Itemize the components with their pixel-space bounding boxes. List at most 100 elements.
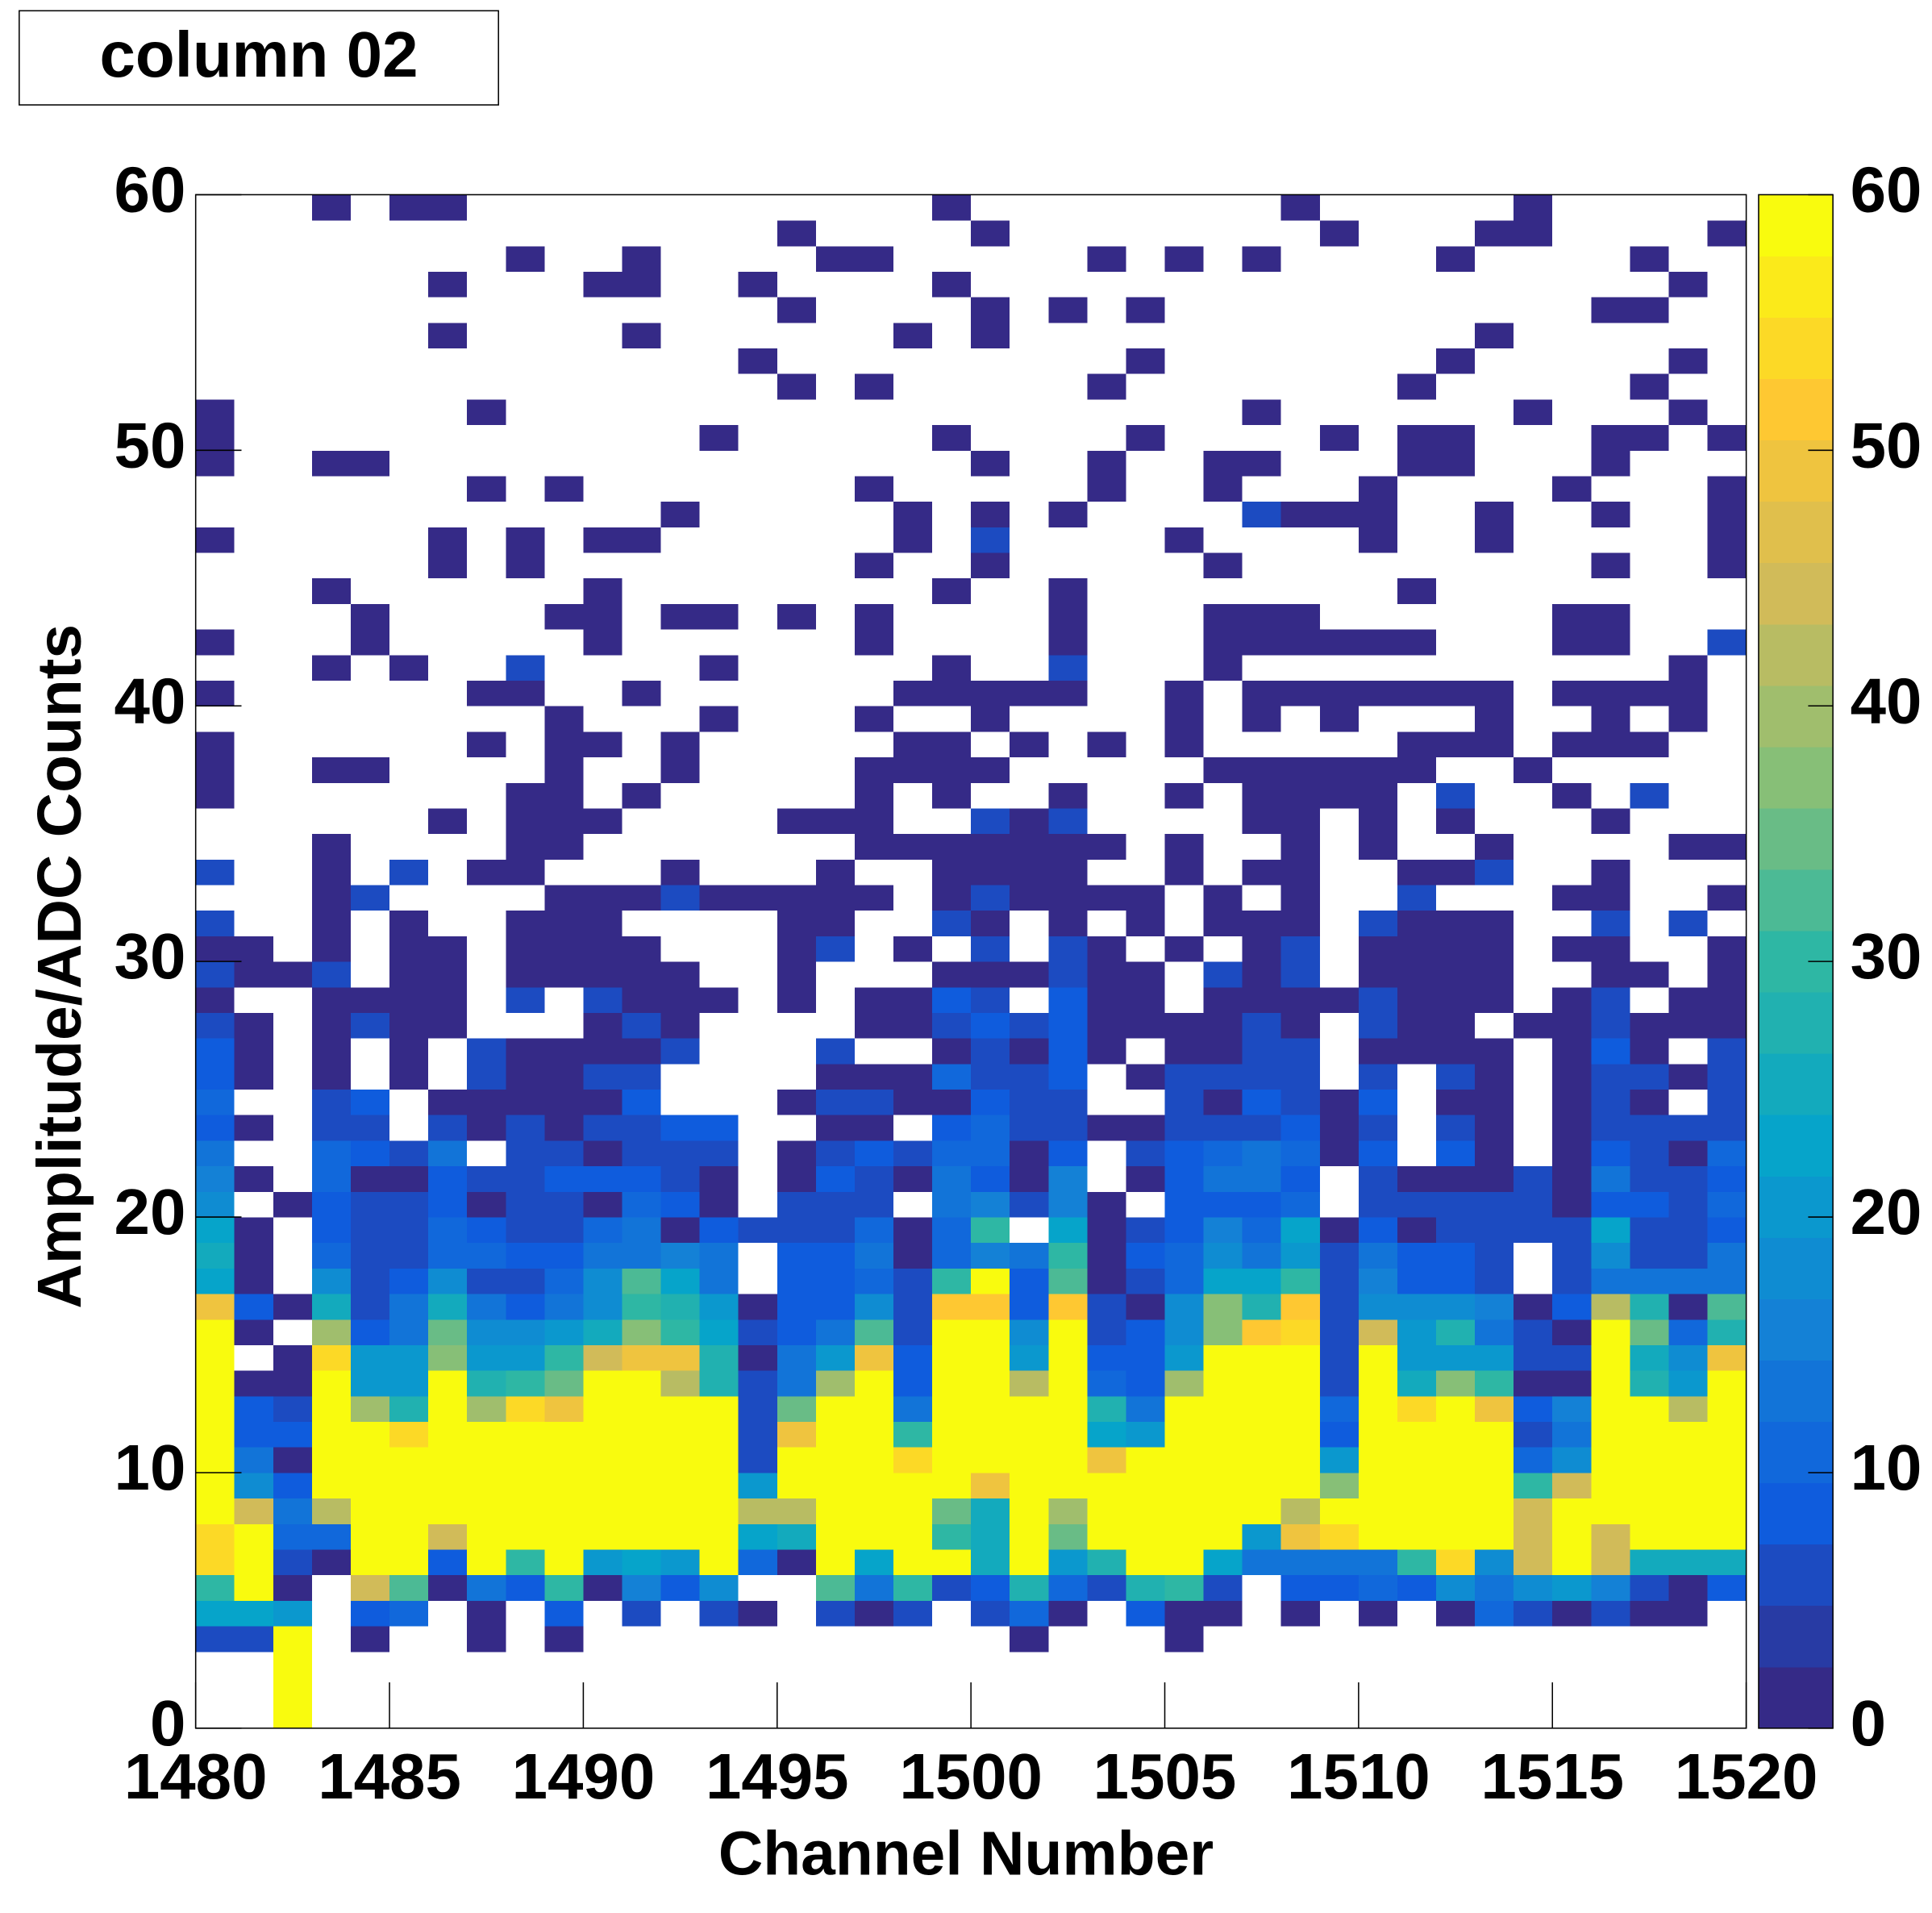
cell — [1048, 1651, 1088, 1678]
cell — [350, 1344, 390, 1371]
cell — [273, 1498, 313, 1524]
cell — [1242, 1242, 1282, 1269]
cell — [854, 706, 894, 732]
cell — [1397, 910, 1437, 936]
cell — [1668, 680, 1709, 706]
cell — [273, 1600, 313, 1627]
cell — [1242, 731, 1282, 758]
cell — [1591, 220, 1630, 247]
cell — [506, 1294, 545, 1320]
cell — [273, 885, 313, 911]
cell — [893, 1063, 933, 1090]
cell — [1514, 782, 1553, 809]
cell — [311, 476, 352, 502]
cell — [1048, 1012, 1088, 1039]
cell — [1591, 1395, 1630, 1423]
cell — [1475, 348, 1514, 374]
cells — [195, 194, 1747, 1729]
cell — [1010, 1268, 1049, 1294]
cell — [1048, 833, 1088, 860]
cell — [738, 1370, 778, 1397]
cell — [1280, 731, 1321, 758]
cell — [1475, 1549, 1514, 1576]
cell — [1280, 398, 1321, 426]
cell — [467, 1165, 506, 1192]
cell — [854, 501, 894, 527]
cell — [622, 756, 662, 783]
cell — [815, 1523, 856, 1550]
cell — [1164, 986, 1205, 1013]
cell — [1436, 654, 1476, 681]
cell — [428, 552, 468, 579]
cell — [1164, 1703, 1205, 1729]
color-bar-level — [1758, 1544, 1834, 1607]
cell — [1630, 603, 1669, 630]
cell — [1591, 577, 1630, 604]
cell — [1319, 1523, 1359, 1550]
cell — [1126, 629, 1165, 656]
cell — [660, 782, 701, 809]
cell — [1280, 1012, 1321, 1039]
cell — [234, 756, 274, 783]
cell — [311, 373, 352, 400]
cell — [1164, 654, 1205, 681]
cell — [428, 577, 468, 604]
cell — [1358, 1140, 1398, 1167]
cell — [234, 1395, 274, 1423]
cell — [1126, 1294, 1165, 1320]
cell — [1668, 424, 1709, 451]
cell — [1280, 1165, 1321, 1192]
cell — [1707, 527, 1747, 553]
cell — [195, 731, 235, 758]
cell — [234, 245, 274, 272]
cell — [1164, 348, 1205, 374]
cell — [234, 1677, 274, 1703]
cell — [1514, 910, 1553, 936]
cell — [1552, 910, 1592, 936]
cell — [815, 1319, 856, 1345]
cell — [815, 348, 856, 374]
cell — [854, 220, 894, 247]
cell — [1397, 1498, 1437, 1524]
cell — [350, 961, 390, 988]
cell — [273, 1703, 313, 1729]
cell — [1630, 1140, 1669, 1167]
cell — [1087, 220, 1126, 247]
cell — [273, 424, 313, 451]
cell — [1475, 1523, 1514, 1550]
cell — [428, 885, 468, 911]
cell — [1010, 1651, 1049, 1678]
cell — [699, 322, 739, 349]
cell — [583, 1344, 622, 1371]
cell — [1242, 833, 1282, 860]
cell — [777, 1115, 817, 1141]
cell — [273, 1242, 313, 1269]
cell — [1126, 885, 1165, 911]
cell — [1126, 756, 1165, 783]
cell — [1048, 220, 1088, 247]
cell — [311, 577, 352, 604]
cell — [506, 1677, 545, 1703]
cell — [1358, 1574, 1398, 1601]
cell — [1087, 1447, 1126, 1473]
cell — [1242, 807, 1282, 835]
cell — [428, 1165, 468, 1192]
cell — [467, 1268, 506, 1294]
cell — [1319, 271, 1359, 298]
cell — [932, 1498, 972, 1524]
cell — [1397, 450, 1437, 477]
cell — [1242, 577, 1282, 604]
cell — [1319, 1472, 1359, 1499]
cell — [1591, 1447, 1630, 1473]
cell — [971, 527, 1010, 553]
cell — [544, 1703, 584, 1729]
cell — [1358, 986, 1398, 1013]
cell — [1164, 527, 1205, 553]
cell — [1242, 527, 1282, 553]
cell — [467, 1012, 506, 1039]
cell — [273, 1268, 313, 1294]
cell — [1358, 1651, 1398, 1678]
cell — [311, 1115, 352, 1141]
cell — [389, 476, 429, 502]
cell — [854, 1677, 894, 1703]
